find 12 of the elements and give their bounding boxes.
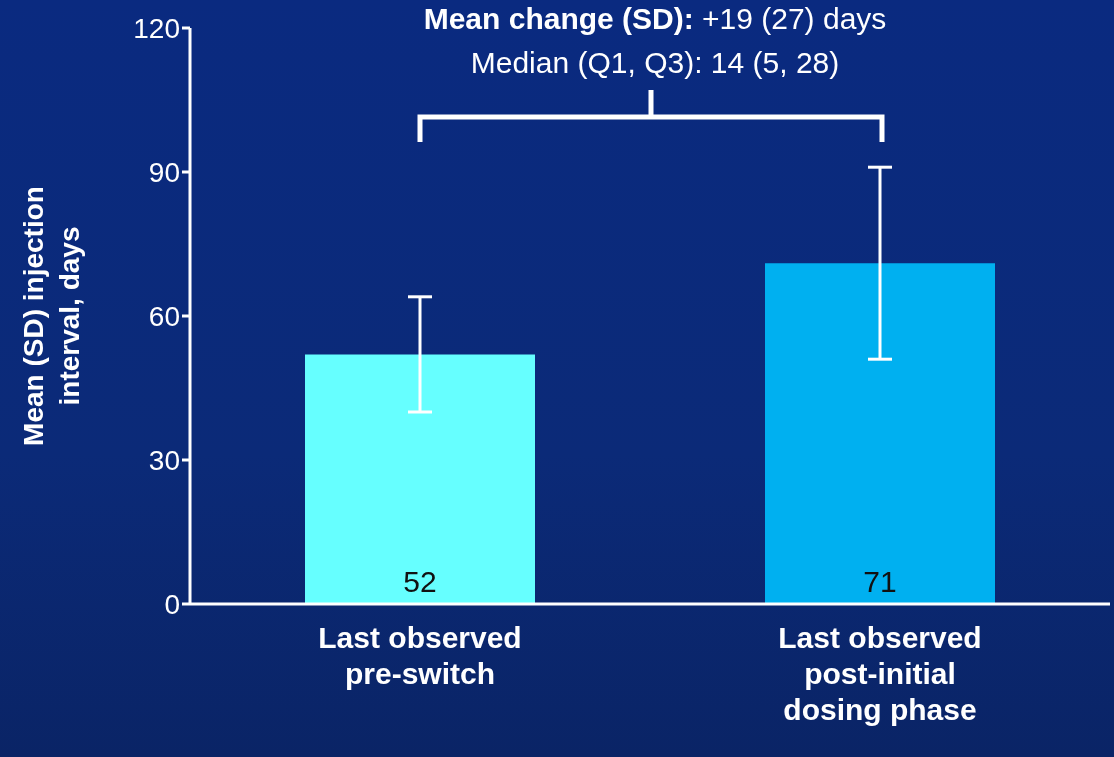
y-tick-label: 120 [133,12,180,44]
annotation: Mean change (SD): +19 (27) days [422,2,888,36]
data-label: 52 [403,565,437,598]
y-tick-label: 60 [148,300,180,332]
y-tick-label: 0 [164,588,180,620]
y-axis-title: Mean (SD) injection interval, days [17,185,86,448]
annotation: Median (Q1, Q3): 14 (5, 28) [469,46,841,80]
y-tick-label: 90 [148,156,180,188]
x-tick-label: Last observed pre-switch [318,621,522,690]
x-tick-label: Last observed post-initial dosing phase [778,621,982,726]
data-label: 71 [863,565,897,598]
y-tick-label: 30 [148,444,180,476]
